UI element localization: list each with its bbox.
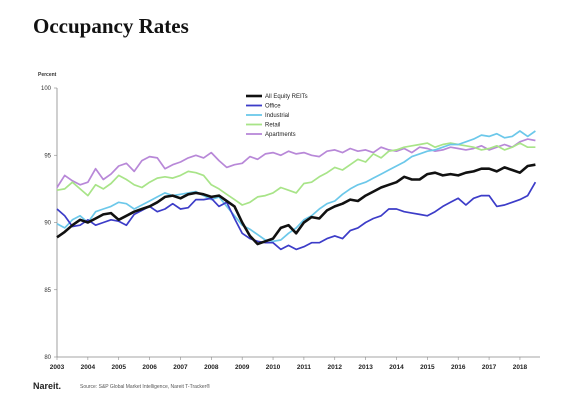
y-tick-label: 100 [41,86,52,92]
legend-label-all-equity-reits: All Equity REITs [265,94,308,100]
chart-axes: Percent 80 85 90 95 100 2003 2004 2005 2006 2007 20… [38,72,540,371]
x-tick-label: 2011 [297,364,311,371]
x-tick-label: 2012 [328,364,343,371]
x-tick-label: 2015 [420,364,435,371]
legend-label-industrial: Industrial [265,113,289,119]
legend-label-office: Office [265,104,281,110]
nareit-logo: Nareit. [33,381,62,391]
x-tick-label: 2013 [358,364,373,371]
x-tick-label: 2014 [389,364,404,371]
y-tick-label: 90 [44,221,51,227]
chart-legend: All Equity REITs Office Industrial Retail Ap… [246,94,308,138]
series-line-all-equity-reits [56,163,536,246]
y-axis-label: Percent [38,72,57,78]
series-line-office [56,181,537,251]
y-tick-label: 85 [44,288,51,294]
series-line-industrial [56,130,536,243]
source-note: Source: S&P Global Market Intelligence, … [80,384,211,390]
y-tick-label: 95 [44,153,51,159]
x-tick-label: 2008 [204,364,219,371]
series-line-apartments [56,138,536,188]
x-tick-label: 2005 [111,364,126,371]
x-tick-label: 2004 [81,364,96,371]
legend-label-retail: Retail [265,123,280,129]
x-tick-label: 2006 [142,364,157,371]
page-title: Occupancy Rates [33,14,189,38]
y-tick-label: 80 [44,355,51,361]
x-tick-label: 2003 [50,364,65,371]
x-tick-label: 2007 [173,364,188,371]
x-tick-label: 2010 [266,364,281,371]
x-tick-label: 2018 [513,364,528,371]
x-tick-label: 2016 [451,364,466,371]
x-tick-label: 2017 [482,364,497,371]
chart-series-lines [56,130,537,251]
x-tick-label: 2009 [235,364,250,371]
legend-label-apartments: Apartments [265,132,296,138]
